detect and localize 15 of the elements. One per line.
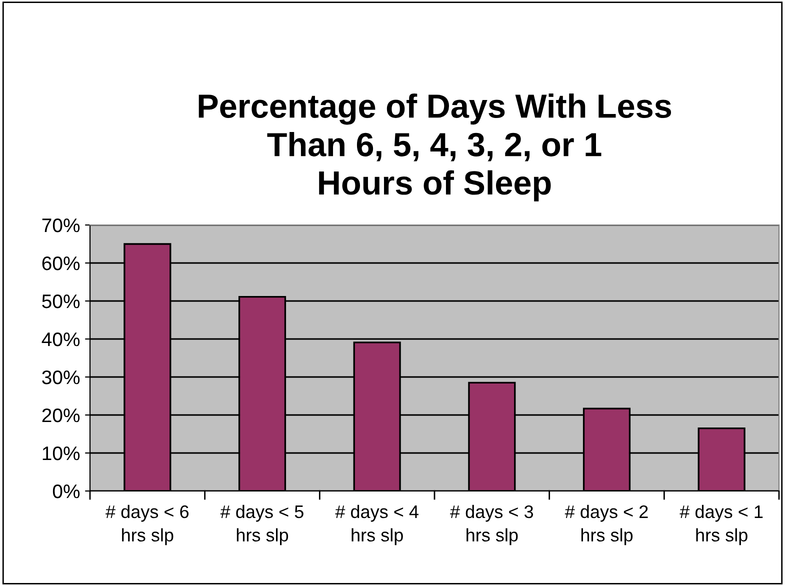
y-tick-label: 70% [42,218,80,232]
y-tick-label: 30% [42,370,80,384]
y-tick-label: 20% [42,408,80,422]
x-tick-label: # days < 3 hrs slp [450,504,534,546]
x-tick-label: # days < 4 hrs slp [335,504,418,546]
y-tick-label: 60% [42,256,80,270]
y-tick-label: 0% [52,484,80,498]
chart-title: Percentage of Days With Less Than 6, 5, 4, 3, 2, or 1 Hours of Sleep [198,94,672,202]
x-tick-label: # days < 6 hrs slp [106,504,189,546]
y-tick-label: 10% [42,446,80,460]
x-tick-label: # days < 2 hrs slp [564,504,648,546]
y-tick-label: 40% [42,332,80,346]
y-tick-label: 50% [42,294,80,308]
x-tick-label: # days < 5 hrs slp [220,504,304,546]
x-tick-label: # days < 1 hrs slp [680,504,763,546]
